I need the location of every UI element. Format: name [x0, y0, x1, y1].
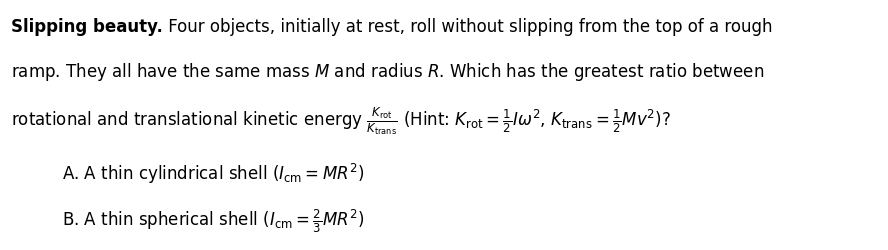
Text: Slipping beauty.: Slipping beauty. — [11, 18, 163, 36]
Text: A. A thin cylindrical shell ($I_{\rm cm} = MR^2$): A. A thin cylindrical shell ($I_{\rm cm}… — [62, 162, 364, 186]
Text: ramp. They all have the same mass $M$ and radius $R$. Which has the greatest rat: ramp. They all have the same mass $M$ an… — [11, 61, 764, 83]
Text: rotational and translational kinetic energy $\frac{K_{\rm rot}}{K_{\rm trans}}$ : rotational and translational kinetic ene… — [11, 105, 670, 136]
Text: B. A thin spherical shell ($I_{\rm cm} = \frac{2}{3}MR^2$): B. A thin spherical shell ($I_{\rm cm} =… — [62, 208, 365, 235]
Text: Four objects, initially at rest, roll without slipping from the top of a rough: Four objects, initially at rest, roll wi… — [163, 18, 772, 36]
